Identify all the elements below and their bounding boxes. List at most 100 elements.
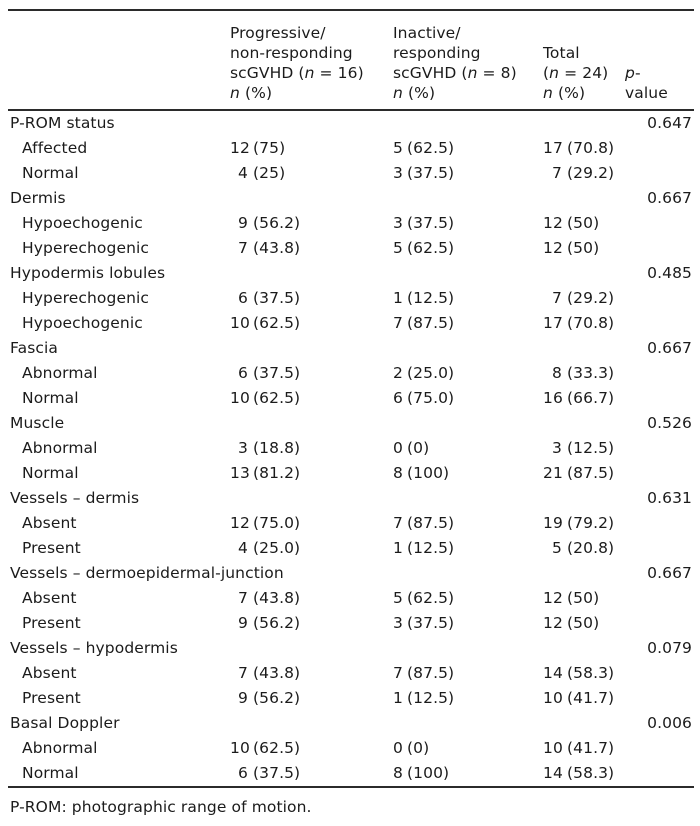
count-cell: 21 (87.5): [543, 464, 615, 482]
count-cell: 12 (50): [543, 214, 600, 232]
table-row-group: Muscle 0.526: [8, 411, 694, 436]
statistics-table: Progressive/non-responding scGVHD (n = 16…: [8, 9, 694, 788]
count-cell: 10 (41.7): [543, 739, 615, 757]
row-label: Vessels – dermis: [10, 489, 140, 507]
count-cell: 14 (58.3): [543, 764, 615, 782]
row-label: Vessels – hypodermis: [10, 639, 178, 657]
table-row-group: Hypodermis lobules 0.485: [8, 261, 694, 286]
table-row: Normal 6 (37.5) 8 (100) 14 (58.3): [8, 761, 694, 787]
count-cell: 7 (29.2): [552, 164, 615, 182]
row-label: Hypodermis lobules: [10, 264, 166, 282]
count-cell: 7 (43.8): [238, 589, 301, 607]
count-cell: 7 (87.5): [393, 514, 455, 532]
count-cell: 7 (43.8): [238, 664, 301, 682]
row-label: Basal Doppler: [10, 714, 120, 732]
count-cell: 12 (75): [230, 139, 286, 157]
count-cell: 12 (50): [543, 589, 600, 607]
count-cell: 17 (70.8): [543, 314, 615, 332]
table-row-group: Fascia 0.667: [8, 336, 694, 361]
count-cell: 12 (50): [543, 239, 600, 257]
count-cell: 10 (62.5): [230, 314, 301, 332]
count-cell: 17 (70.8): [543, 139, 615, 157]
count-cell: 0 (0): [393, 439, 430, 457]
row-label: Hyperechogenic: [22, 289, 150, 307]
row-label: Hyperechogenic: [22, 239, 150, 257]
table-row: Normal 13 (81.2) 8 (100) 21 (87.5): [8, 461, 694, 486]
count-cell: 6 (37.5): [238, 289, 301, 307]
row-label: Normal: [22, 764, 79, 782]
p-value-cell: 0.526: [647, 414, 692, 432]
count-cell: 10 (62.5): [230, 389, 301, 407]
table-row: Abnormal 6 (37.5) 2 (25.0) 8 (33.3): [8, 361, 694, 386]
count-cell: 3 (37.5): [393, 164, 455, 182]
table-row-group: P-ROM status 0.647: [8, 110, 694, 136]
count-cell: 12 (50): [543, 614, 600, 632]
count-cell: 7 (43.8): [238, 239, 301, 257]
count-cell: 3 (18.8): [238, 439, 301, 457]
table-row: Abnormal 10 (62.5) 0 (0) 10 (41.7): [8, 736, 694, 761]
count-cell: 6 (37.5): [238, 364, 301, 382]
count-cell: 4 (25): [238, 164, 286, 182]
table-row: Hyperechogenic 7 (43.8) 5 (62.5) 12 (50): [8, 236, 694, 261]
count-cell: 7 (87.5): [393, 664, 455, 682]
count-cell: 8 (100): [393, 764, 450, 782]
row-label: Present: [22, 539, 81, 557]
count-cell: 4 (25.0): [238, 539, 301, 557]
p-value-cell: 0.485: [647, 264, 692, 282]
table-row: Present 9 (56.2) 3 (37.5) 12 (50): [8, 611, 694, 636]
count-cell: 0 (0): [393, 739, 430, 757]
table-row: Present 4 (25.0) 1 (12.5) 5 (20.8): [8, 536, 694, 561]
table-row: Absent 12 (75.0) 7 (87.5) 19 (79.2): [8, 511, 694, 536]
row-label: Present: [22, 614, 81, 632]
table-row: Normal 4 (25) 3 (37.5) 7 (29.2): [8, 161, 694, 186]
count-cell: 5 (62.5): [393, 239, 455, 257]
p-value-cell: 0.667: [647, 339, 692, 357]
row-label: Normal: [22, 464, 79, 482]
count-cell: 5 (62.5): [393, 139, 455, 157]
column-header-progressive: Progressive/non-responding scGVHD (n = 16…: [230, 10, 393, 111]
count-cell: 1 (12.5): [393, 289, 455, 307]
table-row: Abnormal 3 (18.8) 0 (0) 3 (12.5): [8, 436, 694, 461]
row-label: Abnormal: [22, 364, 98, 382]
table-row: Present 9 (56.2) 1 (12.5) 10 (41.7): [8, 686, 694, 711]
row-label: Absent: [22, 514, 77, 532]
table-row: Hypoechogenic 9 (56.2) 3 (37.5) 12 (50): [8, 211, 694, 236]
count-cell: 1 (12.5): [393, 539, 455, 557]
row-label: Normal: [22, 164, 79, 182]
count-cell: 1 (12.5): [393, 689, 455, 707]
row-label: Present: [22, 689, 81, 707]
table-row-group: Dermis 0.667: [8, 186, 694, 211]
column-header-total: Total (n = 24) n (%): [543, 10, 625, 111]
row-label: Absent: [22, 589, 77, 607]
count-cell: 13 (81.2): [230, 464, 301, 482]
table-row: Normal 10 (62.5) 6 (75.0) 16 (66.7): [8, 386, 694, 411]
count-cell: 8 (100): [393, 464, 450, 482]
p-value-cell: 0.647: [647, 114, 692, 132]
count-cell: 9 (56.2): [238, 214, 301, 232]
count-cell: 3 (37.5): [393, 214, 455, 232]
count-cell: 14 (58.3): [543, 664, 615, 682]
table-row: Absent 7 (43.8) 5 (62.5) 12 (50): [8, 586, 694, 611]
header-row: Progressive/non-responding scGVHD (n = 16…: [8, 10, 694, 111]
row-label: Muscle: [10, 414, 65, 432]
header-empty-cell: [8, 10, 230, 111]
table-row-group: Basal Doppler 0.006: [8, 711, 694, 736]
table-row: Hyperechogenic 6 (37.5) 1 (12.5) 7 (29.2): [8, 286, 694, 311]
table-row: Affected 12 (75) 5 (62.5) 17 (70.8): [8, 136, 694, 161]
count-cell: 6 (37.5): [238, 764, 301, 782]
table-row-group: Vessels – dermis 0.631: [8, 486, 694, 511]
count-cell: 12 (75.0): [230, 514, 301, 532]
p-value-cell: 0.667: [647, 564, 692, 582]
p-value-cell: 0.079: [647, 639, 692, 657]
table-row-group: Vessels – dermoepidermal-junction 0.667: [8, 561, 694, 586]
count-cell: 2 (25.0): [393, 364, 455, 382]
p-value-cell: 0.006: [647, 714, 692, 732]
row-label: Abnormal: [22, 739, 98, 757]
table-footnote: P-ROM: photographic range of motion.: [10, 798, 312, 816]
column-header-inactive: Inactive/responding scGVHD (n = 8) n (%): [393, 10, 543, 111]
count-cell: 10 (41.7): [543, 689, 615, 707]
table-row-group: Vessels – hypodermis 0.079: [8, 636, 694, 661]
row-label: Normal: [22, 389, 79, 407]
count-cell: 9 (56.2): [238, 614, 301, 632]
